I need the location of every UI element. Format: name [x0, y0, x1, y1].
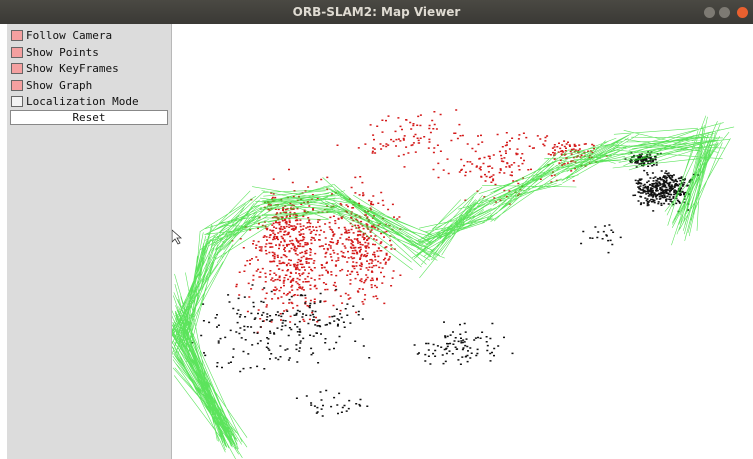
map-points	[432, 124, 580, 205]
map-viewer-window: ORB-SLAM2: Map Viewer Follow Camera Show …	[0, 0, 753, 459]
mouse-cursor	[172, 230, 181, 244]
map-points	[580, 224, 622, 253]
control-panel: Follow Camera Show Points Show KeyFrames Sh…	[7, 24, 172, 459]
option-checkbox[interactable]: Follow Camera	[11, 29, 112, 43]
maximize-button[interactable]	[719, 7, 730, 18]
option-checkbox[interactable]: Show KeyFrames	[11, 62, 119, 76]
checkbox[interactable]	[11, 96, 23, 107]
option-checkbox[interactable]: Localization Mode	[11, 95, 139, 109]
map-points	[241, 284, 371, 363]
map-points	[414, 321, 514, 365]
checkbox[interactable]	[11, 63, 23, 74]
checkbox[interactable]	[11, 80, 23, 91]
close-button[interactable]	[737, 7, 748, 18]
map-points	[324, 176, 401, 313]
option-label[interactable]: Localization Mode	[26, 95, 139, 108]
window-title: ORB-SLAM2: Map Viewer	[293, 5, 461, 19]
minimize-button[interactable]	[704, 7, 715, 18]
reset-button[interactable]: Reset	[10, 110, 168, 125]
option-checkbox[interactable]: Show Graph	[11, 79, 92, 93]
map-points	[191, 294, 279, 372]
title-bar: ORB-SLAM2: Map Viewer	[0, 0, 753, 24]
map-points	[296, 390, 368, 417]
map-view	[172, 24, 753, 459]
map-points	[337, 109, 463, 170]
checkbox[interactable]	[11, 47, 23, 58]
graph-edges	[172, 116, 734, 459]
checkbox[interactable]	[11, 30, 23, 41]
option-label[interactable]: Show KeyFrames	[26, 62, 119, 75]
option-label[interactable]: Show Points	[26, 46, 99, 59]
option-label[interactable]: Show Graph	[26, 79, 92, 92]
option-checkbox[interactable]: Show Points	[11, 46, 99, 60]
option-label[interactable]: Follow Camera	[26, 29, 112, 42]
